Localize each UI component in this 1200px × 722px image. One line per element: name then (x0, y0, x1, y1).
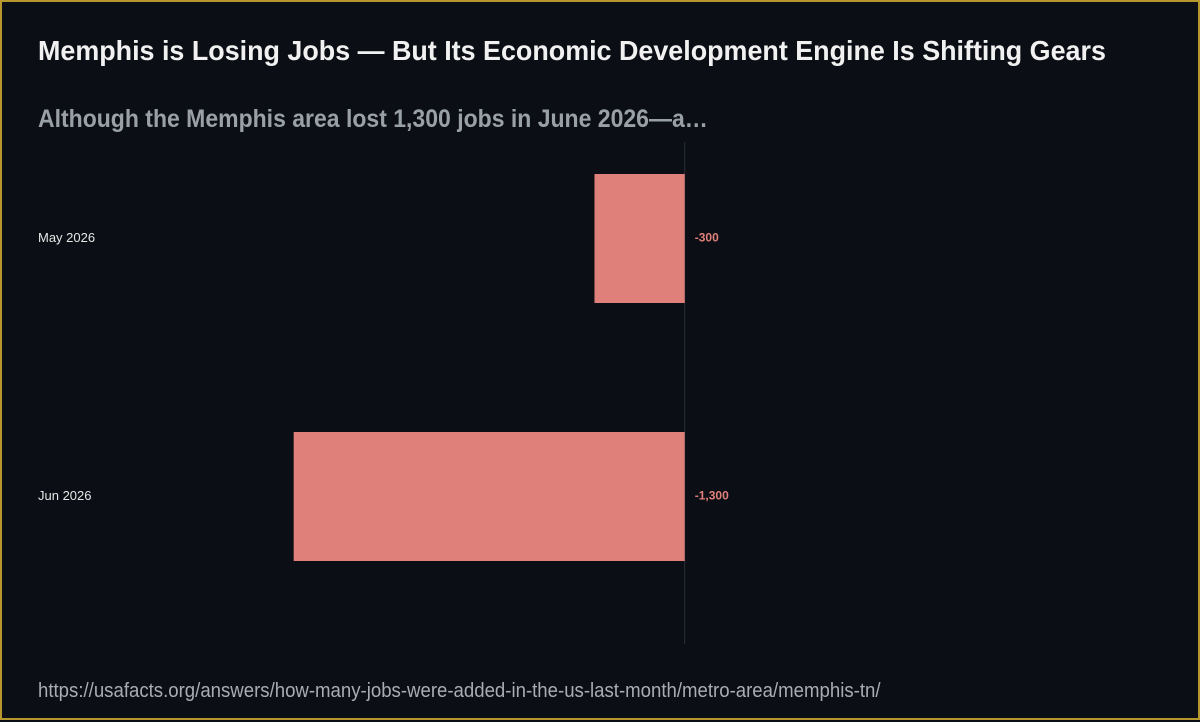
data-label: -1,300 (695, 489, 729, 503)
source-url: https://usafacts.org/answers/how-many-jo… (38, 680, 881, 702)
category-label: May 2026 (38, 230, 95, 245)
chart-subtitle: Although the Memphis area lost 1,300 job… (38, 105, 708, 133)
bar-may-2026 (594, 174, 685, 303)
bar-jun-2026 (293, 432, 685, 561)
chart-title: Memphis is Losing Jobs — But Its Economi… (38, 35, 1106, 66)
category-label: Jun 2026 (38, 488, 92, 503)
data-label: -300 (695, 231, 719, 245)
